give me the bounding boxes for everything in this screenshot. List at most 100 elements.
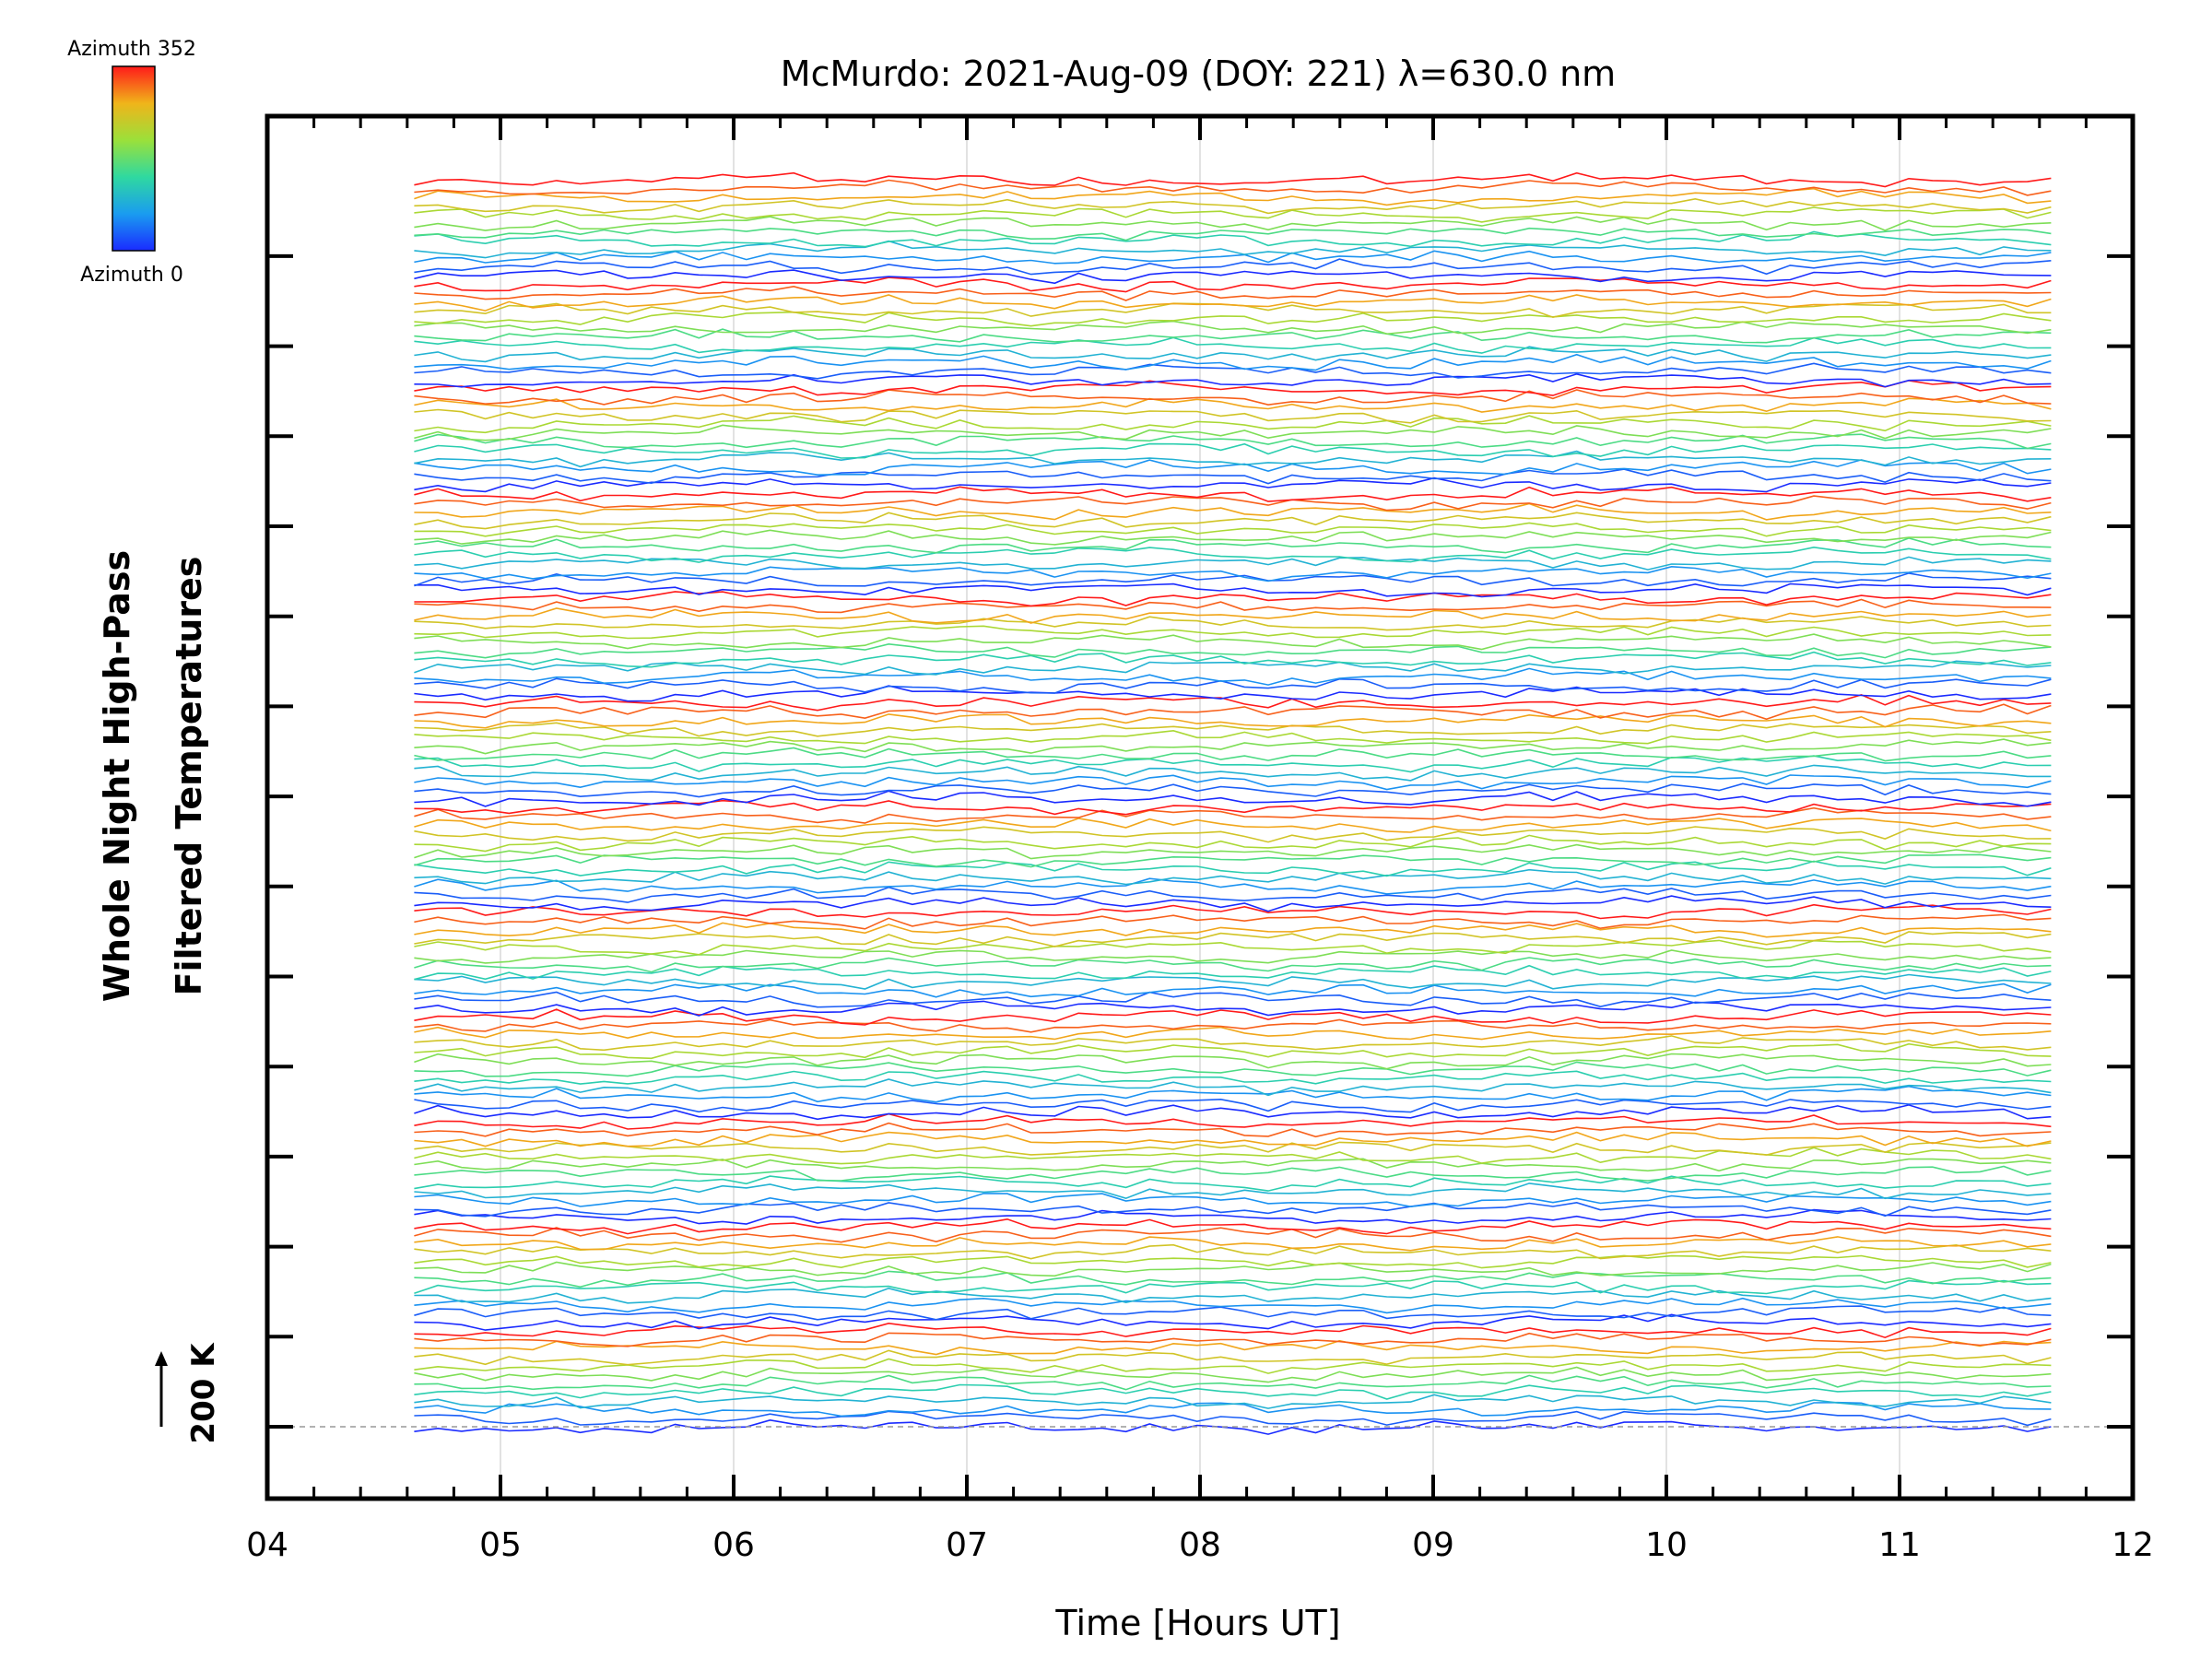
trace-line	[414, 197, 2052, 215]
trace-line	[414, 1322, 2052, 1339]
x-tick-label: 05	[479, 1526, 522, 1564]
trace-line	[414, 774, 2052, 791]
trace-line	[414, 598, 2052, 614]
trace-line	[414, 512, 2052, 530]
trace-line	[414, 677, 2052, 694]
trace-line	[414, 806, 2052, 824]
trace-line	[414, 582, 2052, 598]
trace-line	[414, 529, 2052, 546]
trace-line	[414, 1026, 2052, 1041]
x-tick-label: 04	[246, 1526, 288, 1564]
x-tick-label: 07	[946, 1526, 988, 1564]
trace-line	[414, 790, 2052, 807]
trace-line	[414, 931, 2052, 947]
trace-line	[414, 1061, 2052, 1077]
trace-line	[414, 1313, 2052, 1331]
trace-line	[414, 826, 2052, 843]
trace-line	[414, 713, 2052, 729]
trace-line	[414, 294, 2052, 312]
trace-line	[414, 1158, 2052, 1172]
trace-line	[414, 276, 2052, 293]
trace-line	[414, 537, 2052, 554]
trace-line	[414, 895, 2052, 912]
trace-line	[414, 433, 2052, 450]
trace-line	[414, 522, 2052, 537]
colorbar-top-label: Azimuth 352	[67, 38, 196, 61]
x-axis-label: Time [Hours UT]	[1054, 1603, 1340, 1643]
trace-line	[414, 1018, 2052, 1033]
trace-line	[414, 1394, 2052, 1409]
trace-line	[414, 1305, 2052, 1321]
trace-line	[414, 1366, 2052, 1383]
trace-line	[414, 336, 2052, 354]
trace-line	[414, 1201, 2052, 1218]
scale-bar: 200 K	[155, 1342, 222, 1444]
trace-line	[414, 389, 2052, 406]
trace-line	[414, 886, 2052, 903]
trace-line	[414, 991, 2052, 1008]
trace-line	[414, 1141, 2052, 1156]
trace-line	[414, 633, 2052, 651]
trace-line	[414, 227, 2052, 241]
trace-line	[414, 694, 2052, 712]
trace-line	[414, 415, 2052, 434]
trace-line	[414, 1000, 2052, 1017]
trace-line	[414, 1008, 2052, 1026]
trace-line	[414, 450, 2052, 468]
trace-line	[414, 285, 2052, 301]
x-tick-label: 10	[1645, 1526, 1688, 1564]
trace-line	[414, 973, 2052, 990]
trace-line	[414, 179, 2052, 196]
trace-line	[414, 722, 2052, 737]
trace-line	[414, 556, 2052, 571]
trace-line	[414, 982, 2052, 998]
trace-line	[414, 1165, 2052, 1182]
grid-lines	[500, 116, 1900, 1499]
trace-line	[414, 964, 2052, 981]
svg-text:200 K: 200 K	[185, 1342, 222, 1444]
trace-line	[414, 949, 2052, 964]
trace-line	[414, 1193, 2052, 1208]
trace-line	[414, 424, 2052, 441]
trace-line	[414, 408, 2052, 424]
trace-line	[414, 240, 2052, 259]
trace-line	[414, 685, 2052, 702]
trace-line	[414, 362, 2052, 380]
trace-line	[414, 459, 2052, 477]
trace-line	[414, 843, 2052, 860]
trace-line	[414, 1236, 2052, 1252]
trace-line	[414, 1349, 2052, 1366]
trace-line	[414, 1085, 2052, 1103]
x-tick-label: 08	[1179, 1526, 1221, 1564]
trace-line	[414, 1098, 2052, 1113]
x-tick-label: 06	[712, 1526, 755, 1564]
trace-line	[414, 311, 2052, 327]
x-ticks: 04 05 06 07 08 09 10 11 12	[246, 116, 2154, 1564]
trace-line	[414, 1227, 2052, 1243]
trace-line	[414, 1035, 2052, 1052]
trace-line	[414, 1410, 2052, 1427]
trace-line	[414, 1243, 2052, 1260]
x-tick-label: 09	[1412, 1526, 1454, 1564]
trace-line	[414, 216, 2052, 231]
trace-line	[414, 1279, 2052, 1295]
trace-line	[414, 372, 2052, 388]
trace-line	[414, 477, 2052, 493]
trace-line	[414, 1078, 2052, 1097]
colorbar	[112, 65, 156, 252]
trace-line	[414, 703, 2052, 721]
trace-line	[414, 834, 2052, 853]
trace-line	[414, 591, 2052, 607]
trace-line	[414, 818, 2052, 833]
trace-line	[414, 868, 2052, 886]
trace-line	[414, 468, 2052, 485]
x-tick-label: 12	[2112, 1526, 2154, 1564]
trace-line	[414, 913, 2052, 930]
trace-line	[414, 729, 2052, 745]
trace-line	[414, 1042, 2052, 1060]
trace-line	[414, 206, 2052, 223]
svg-text:Whole Night High-Pass: Whole Night High-Pass	[97, 550, 137, 1002]
trace-line	[414, 328, 2052, 344]
trace-line	[414, 616, 2052, 631]
